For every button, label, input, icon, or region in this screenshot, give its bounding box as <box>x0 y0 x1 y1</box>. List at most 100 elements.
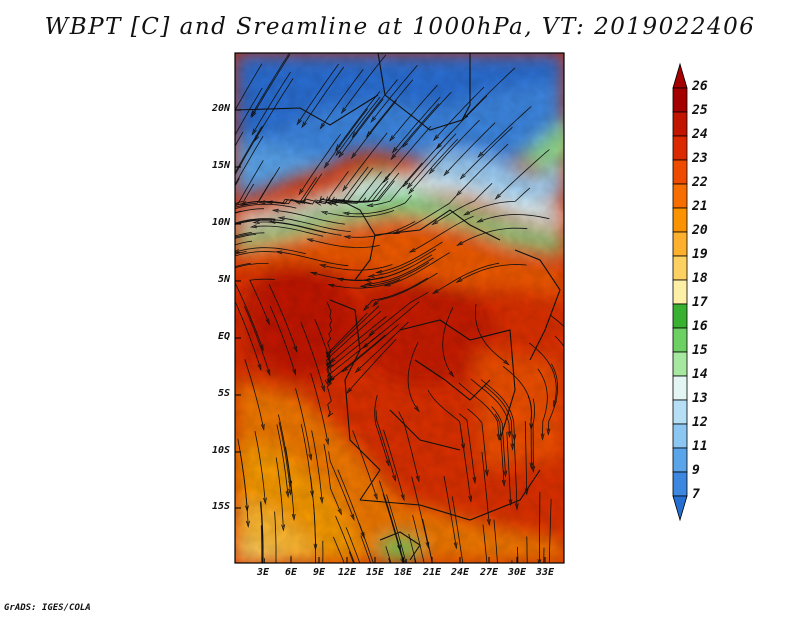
streamline <box>382 493 404 561</box>
streamline <box>345 527 361 563</box>
streamline <box>300 424 313 494</box>
streamline <box>344 132 388 189</box>
streamline-arrow <box>468 495 473 503</box>
streamline <box>275 457 284 528</box>
streamline <box>394 96 441 151</box>
lat-label: 10N <box>211 217 230 228</box>
streamline-arrow <box>431 219 439 226</box>
streamline <box>328 451 354 517</box>
streamline <box>300 321 324 389</box>
streamline <box>340 98 384 155</box>
colorbar-label: 24 <box>692 127 708 142</box>
colorbar-top-arrow <box>672 62 688 89</box>
streamline <box>331 279 401 289</box>
country-border <box>374 209 501 241</box>
streamline <box>298 170 349 205</box>
colorbar-label: 11 <box>692 439 708 454</box>
streamline <box>548 363 559 432</box>
streamline <box>326 312 368 366</box>
streamline-arrow <box>400 494 405 502</box>
streamline <box>494 413 505 483</box>
lon-label: 30E <box>507 567 527 578</box>
streamline <box>372 65 418 120</box>
streamline-arrow <box>318 195 325 203</box>
streamline <box>348 551 354 563</box>
lat-label: 15S <box>211 501 230 512</box>
streamline <box>462 127 513 177</box>
lat-label: 5N <box>217 274 230 285</box>
streamline <box>337 96 381 154</box>
streamline-arrow <box>330 202 339 206</box>
streamline-arrow <box>501 479 506 487</box>
colorbar-label: 18 <box>692 271 708 286</box>
streamline-arrow <box>285 490 290 499</box>
streamline <box>235 87 263 136</box>
colorbar-label: 14 <box>692 367 708 382</box>
streamline-arrow <box>403 558 408 563</box>
streamline <box>384 497 405 563</box>
streamline-arrow <box>375 269 383 274</box>
streamline <box>268 284 297 349</box>
lon-label: 3E <box>256 567 270 578</box>
streamline-arrow <box>327 411 334 418</box>
streamline-arrow <box>371 614 374 618</box>
streamline-arrow <box>357 599 360 605</box>
streamline <box>282 217 351 232</box>
colorbar-label: 26 <box>692 79 708 94</box>
streamline <box>497 149 550 197</box>
streamline <box>290 555 292 563</box>
streamline <box>303 66 345 125</box>
streamline-arrow <box>364 281 372 286</box>
streamline-arrow <box>359 578 362 584</box>
streamline-arrow <box>319 608 322 614</box>
streamline <box>528 342 557 404</box>
map-frame <box>234 52 565 564</box>
streamline <box>346 195 412 215</box>
streamline <box>539 491 541 562</box>
streamline-arrow <box>301 121 307 129</box>
streamline-arrow <box>494 193 501 200</box>
streamline-arrow <box>217 208 223 212</box>
streamline-arrow <box>435 585 438 591</box>
streamline-arrow <box>453 542 458 550</box>
streamline-arrow <box>354 366 361 374</box>
streamline <box>314 319 332 383</box>
streamline-arrow <box>448 370 455 378</box>
streamline-arrow <box>298 200 306 205</box>
streamline <box>244 359 264 427</box>
streamline <box>474 303 507 364</box>
colorbar-label: 19 <box>692 247 708 262</box>
streamline <box>466 187 531 214</box>
streamline <box>446 122 496 174</box>
streamline <box>235 282 263 348</box>
streamline-arrow <box>327 283 335 288</box>
streamline <box>302 197 367 205</box>
streamline-arrow <box>372 300 379 308</box>
streamline-arrow <box>526 604 529 610</box>
streamline-arrow <box>335 144 341 152</box>
streamline-arrow <box>381 599 384 605</box>
streamline <box>375 410 395 478</box>
streamline-arrow <box>498 587 501 593</box>
streamline-arrow <box>288 488 292 496</box>
streamline-arrow <box>277 216 285 221</box>
colorbar-swatch <box>672 279 688 305</box>
lon-label: 27E <box>479 567 499 578</box>
streamline <box>324 210 395 218</box>
streamline <box>407 342 419 410</box>
streamline-arrow <box>415 475 420 483</box>
streamline <box>458 413 476 480</box>
streamline <box>480 214 550 222</box>
streamline <box>337 469 364 536</box>
streamline <box>310 373 328 442</box>
streamline <box>409 133 457 187</box>
streamline-arrow <box>252 220 260 224</box>
streamline <box>329 332 382 379</box>
country-border <box>379 531 421 561</box>
streamline <box>235 183 255 204</box>
streamline <box>470 378 510 434</box>
streamline-arrow <box>373 493 378 501</box>
streamline <box>244 306 270 373</box>
streamline <box>235 203 297 210</box>
